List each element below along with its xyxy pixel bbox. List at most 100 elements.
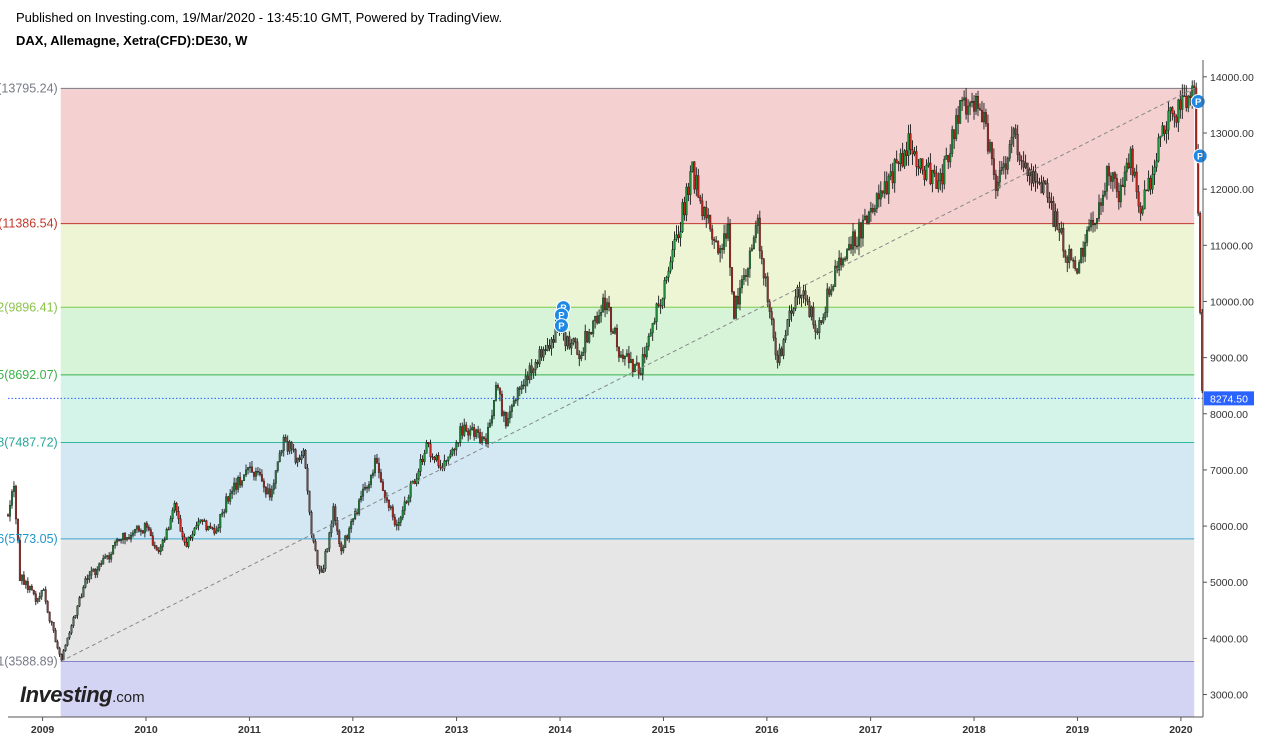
candle-body xyxy=(1074,260,1077,269)
candle-body xyxy=(887,175,890,195)
candle-body xyxy=(1038,182,1041,184)
candle-body xyxy=(1109,175,1112,182)
candle-body xyxy=(1107,166,1110,177)
candle-body xyxy=(524,375,527,387)
candle-body xyxy=(1167,110,1170,131)
candle-body xyxy=(677,234,680,239)
candle-body xyxy=(326,548,329,552)
candle-body xyxy=(604,297,607,311)
candle-body xyxy=(538,349,541,365)
candle-body xyxy=(249,466,252,469)
candle-body xyxy=(830,289,833,295)
candle-body xyxy=(1103,191,1106,196)
candle-body xyxy=(598,315,601,324)
event-marker[interactable]: P xyxy=(1192,148,1208,164)
candle-body xyxy=(935,172,938,189)
candle-body xyxy=(895,159,898,164)
candle-body xyxy=(752,237,755,249)
candle-body xyxy=(988,142,991,152)
candle-body xyxy=(588,332,591,343)
candle-body xyxy=(921,158,924,171)
candle-body xyxy=(1157,137,1160,162)
candle-body xyxy=(383,490,386,498)
candle-body xyxy=(375,458,378,464)
candle-body xyxy=(1111,172,1114,182)
candle-body xyxy=(596,315,599,324)
candle-body xyxy=(828,288,831,295)
candle-body xyxy=(715,240,718,243)
candle-body xyxy=(60,653,63,661)
candle-body xyxy=(978,108,981,111)
candle-body xyxy=(250,466,253,473)
candle-body xyxy=(308,490,311,513)
candle-body xyxy=(746,268,749,277)
candle-body xyxy=(1000,166,1003,171)
candle-body xyxy=(409,483,412,498)
candle-body xyxy=(647,335,650,347)
candle-body xyxy=(994,174,997,191)
candle-body xyxy=(764,276,767,279)
candle-body xyxy=(564,332,567,347)
candle-body xyxy=(131,532,134,536)
candle-body xyxy=(941,173,944,185)
candle-body xyxy=(1125,162,1128,173)
event-marker[interactable]: P xyxy=(553,307,569,323)
candle-body xyxy=(633,363,636,373)
event-marker-dot[interactable] xyxy=(1190,94,1206,110)
candle-body xyxy=(286,441,289,452)
candle-body xyxy=(137,526,140,532)
candle-body xyxy=(518,387,521,390)
candle-body xyxy=(1131,148,1134,176)
event-marker[interactable]: P xyxy=(1190,94,1206,110)
candle-body xyxy=(897,162,900,165)
candle-body xyxy=(76,605,79,616)
candle-body xyxy=(814,324,817,333)
y-tick-label: 4000.00 xyxy=(1210,633,1248,645)
candle-body xyxy=(1022,160,1025,168)
candle-body xyxy=(193,527,196,535)
candle-body xyxy=(58,647,61,655)
candle-body xyxy=(334,506,337,521)
candle-body xyxy=(34,593,37,602)
candle-body xyxy=(473,427,476,437)
candle-body xyxy=(368,484,371,489)
candle-body xyxy=(844,258,847,260)
candle-body xyxy=(82,587,85,598)
fib-level-label: 0(13795.24) xyxy=(0,81,58,95)
candle-body xyxy=(211,527,214,529)
candle-body xyxy=(100,563,103,565)
candle-body xyxy=(340,543,343,552)
candle-body xyxy=(129,535,132,540)
candle-body xyxy=(957,115,960,124)
candle-body xyxy=(1052,201,1055,227)
candle-body xyxy=(655,303,658,322)
candle-body xyxy=(492,400,495,417)
candle-body xyxy=(907,133,910,156)
y-tick-label: 10000.00 xyxy=(1210,296,1254,308)
candle-body xyxy=(262,480,265,488)
candle-body xyxy=(247,467,250,471)
event-marker-dot[interactable] xyxy=(553,318,569,334)
candle-body xyxy=(776,354,779,363)
event-marker-dot[interactable] xyxy=(1192,148,1208,164)
candle-body xyxy=(36,598,39,602)
event-markers: PPPPP xyxy=(553,94,1208,334)
candle-body xyxy=(1042,180,1045,194)
candle-body xyxy=(727,223,730,239)
candle-body xyxy=(1153,166,1156,175)
candle-body xyxy=(161,539,164,548)
candle-body xyxy=(1121,184,1124,188)
candle-body xyxy=(425,442,428,454)
candle-body xyxy=(370,475,373,485)
candle-body xyxy=(959,100,962,124)
candle-body xyxy=(358,499,361,514)
candle-body xyxy=(296,457,299,463)
candle-body xyxy=(1024,162,1027,168)
candle-body xyxy=(1177,99,1180,123)
candle-body xyxy=(544,349,547,351)
candle-body xyxy=(915,151,918,167)
event-marker[interactable]: P xyxy=(553,318,569,334)
candle-body xyxy=(613,327,616,334)
candle-body xyxy=(8,505,11,517)
